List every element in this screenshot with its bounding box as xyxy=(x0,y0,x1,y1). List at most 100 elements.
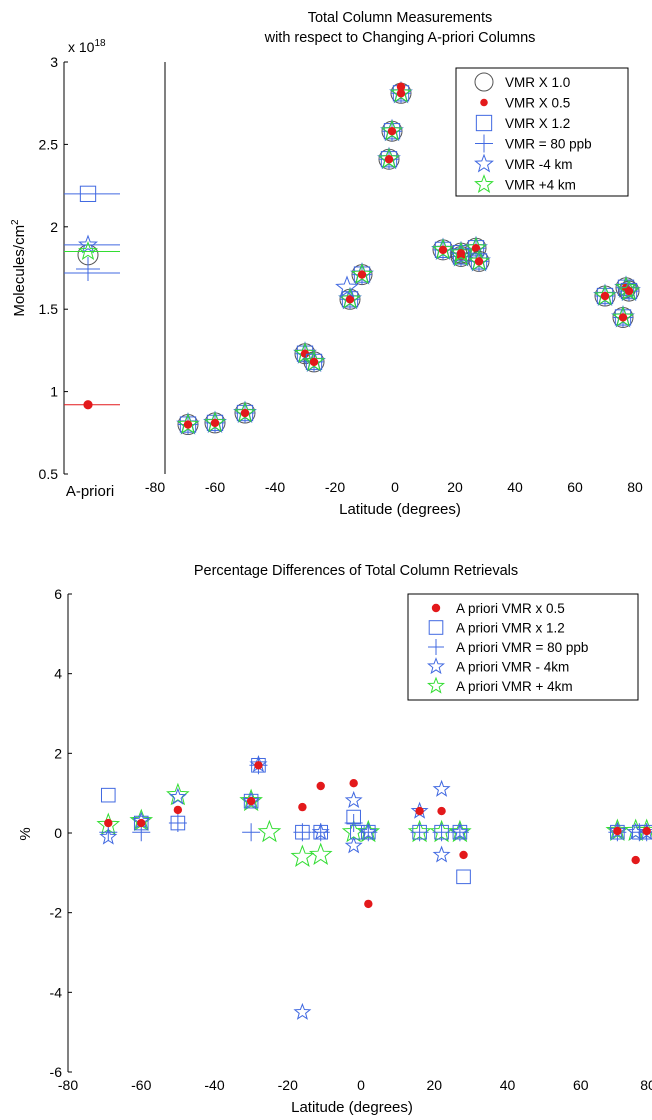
total-column-x-tick-label: 20 xyxy=(447,479,463,495)
percentage-diff-legend-marker xyxy=(431,603,441,613)
percentage-diff-x-tick-label: -20 xyxy=(278,1077,298,1093)
percentage-diff-marker xyxy=(257,819,282,843)
total-column-x-tick-label: -60 xyxy=(205,479,225,495)
point-dot xyxy=(618,313,628,322)
total-column-point xyxy=(380,118,404,142)
percentage-diff-marker xyxy=(437,806,446,816)
percentage-diff-x-ticks: -80 -60 -40 -20 0 20 40 60 80 xyxy=(58,1077,652,1093)
percentage-diff-x-tick-label: -40 xyxy=(204,1077,224,1093)
percentage-diff-marker xyxy=(642,826,651,836)
percentage-diff-title: Percentage Differences of Total Column R… xyxy=(194,563,518,579)
apriori-x-axis-label: A-priori xyxy=(66,483,114,500)
percentage-diff-legend-label: A priori VMR x 0.5 xyxy=(456,601,565,616)
apriori-y-tick-label: 2 xyxy=(50,219,58,235)
apriori-y-tick-label: 2.5 xyxy=(39,136,59,152)
percentage-diff-marker xyxy=(311,823,330,842)
point-dot xyxy=(183,420,193,429)
total-column-x-tick-label: 0 xyxy=(391,479,399,495)
percentage-diff-legend-marker xyxy=(427,657,445,675)
total-column-outlier-dot xyxy=(396,82,406,91)
percentage-diff-x-tick-label: -60 xyxy=(131,1077,151,1093)
percentage-diff-x-tick-label: 20 xyxy=(426,1077,442,1093)
point-dot xyxy=(210,418,220,428)
total-column-x-tick-label: -40 xyxy=(265,479,285,495)
total-column-point xyxy=(467,248,491,272)
point-dot xyxy=(387,127,397,136)
percentage-diff-marker xyxy=(344,814,363,833)
point-dot xyxy=(396,89,406,98)
percentage-diff-y-tick-label: 4 xyxy=(54,666,62,682)
total-column-legend-box xyxy=(455,67,629,197)
percentage-diff-legend-marker xyxy=(428,639,444,655)
point-dot xyxy=(624,286,634,296)
percentage-diff-marker xyxy=(432,845,451,863)
percentage-diff-marker xyxy=(432,823,451,842)
point-dot xyxy=(309,357,319,367)
apriori-panel: 0.5 1 1.5 2 2.5 3 x 1018 Molecules/cm2 A-prio… xyxy=(10,38,120,500)
percentage-diff-marker xyxy=(631,855,640,865)
apriori-y-tick-label: 1 xyxy=(50,384,58,400)
percentage-diff-legend: A priori VMR x 0.5 A priori VMR x 1.2 A pr… xyxy=(407,593,639,701)
apriori-y-tick-label: 1.5 xyxy=(39,301,59,317)
percentage-diff-x-tick-label: 60 xyxy=(573,1077,589,1093)
total-column-point xyxy=(293,341,317,365)
total-column-legend-label: VMR X 0.5 xyxy=(505,96,570,111)
point-dot xyxy=(471,244,481,253)
apriori-y-tick-label: 0.5 xyxy=(39,466,59,482)
percentage-diff-marker xyxy=(290,844,315,867)
apriori-marker xyxy=(78,234,98,254)
total-column-x-tick-label: 60 xyxy=(567,479,583,495)
percentage-diff-marker xyxy=(613,826,622,836)
percentage-diff-marker xyxy=(246,796,256,806)
percentage-diff-panel: Percentage Differences of Total Column R… xyxy=(17,563,652,1116)
point-dot xyxy=(456,248,466,258)
total-column-x-tick-label: -20 xyxy=(325,479,345,495)
percentage-diff-y-axis-label: % xyxy=(17,827,34,840)
percentage-diff-y-tick-label: -4 xyxy=(50,984,63,1000)
percentage-diff-marker xyxy=(254,761,263,770)
percentage-diff-x-tick-label: -80 xyxy=(58,1077,78,1093)
total-column-point xyxy=(203,410,227,434)
total-column-x-tick-label: 40 xyxy=(507,479,523,495)
total-column-title: Total Column Measurements xyxy=(308,10,493,26)
apriori-marker xyxy=(78,241,98,260)
total-column-point xyxy=(233,400,257,424)
percentage-diff-legend-marker xyxy=(428,620,444,635)
percentage-diff-y-ticks: -6 -4 -2 0 2 4 6 xyxy=(50,586,72,1080)
percentage-diff-marker xyxy=(415,806,424,816)
total-column-legend-marker xyxy=(480,98,488,107)
point-dot xyxy=(600,291,610,301)
percentage-diff-marker xyxy=(173,805,183,815)
percentage-diff-marker xyxy=(344,836,363,854)
percentage-diff-markers xyxy=(96,755,652,1020)
percentage-diff-x-tick-label: 0 xyxy=(357,1077,365,1093)
percentage-diff-marker xyxy=(298,802,307,812)
point-star-plus4km xyxy=(432,238,454,260)
percentage-diff-y-tick-label: 0 xyxy=(54,825,62,841)
total-column-legend-label: VMR -4 km xyxy=(505,157,573,172)
percentage-diff-marker xyxy=(349,779,358,788)
percentage-diff-marker xyxy=(242,823,261,842)
total-column-legend-marker xyxy=(475,134,493,153)
total-column-point xyxy=(176,412,200,436)
total-column-x-tick-label: 80 xyxy=(627,479,643,495)
percentage-diff-y-tick-label: 2 xyxy=(54,745,62,761)
point-star-plus4km xyxy=(351,263,373,284)
total-column-point xyxy=(611,304,635,328)
percentage-diff-y-tick-label: -6 xyxy=(50,1064,63,1080)
percentage-diff-marker xyxy=(344,790,363,808)
percentage-diff-marker xyxy=(293,1002,312,1020)
percentage-diff-marker xyxy=(243,793,259,809)
total-column-outlier-star xyxy=(335,275,359,298)
percentage-diff-y-tick-label: -2 xyxy=(50,905,63,921)
percentage-diff-legend-label: A priori VMR x 1.2 xyxy=(456,621,565,636)
percentage-diff-legend-label: A priori VMR = 80 ppb xyxy=(456,640,588,655)
point-dot xyxy=(438,245,448,255)
percentage-diff-marker xyxy=(104,818,113,828)
apriori-y-axis-label: Molecules/cm2 xyxy=(10,219,28,317)
percentage-diff-marker xyxy=(137,818,146,828)
percentage-diff-marker xyxy=(316,781,325,791)
percentage-diff-x-tick-label: 40 xyxy=(500,1077,516,1093)
point-dot xyxy=(384,155,394,164)
